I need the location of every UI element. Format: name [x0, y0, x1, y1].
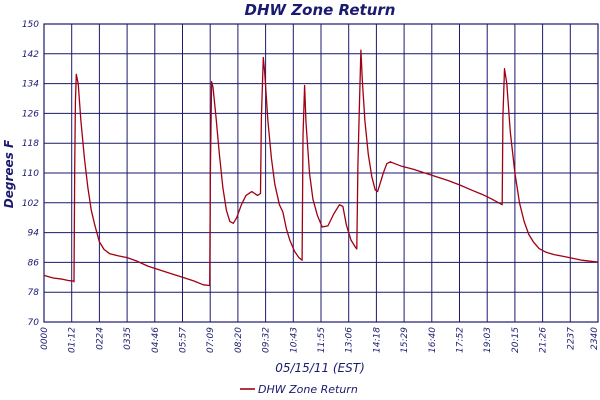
legend-label: DHW Zone Return [258, 383, 358, 396]
x-tick-label: 11:55 [317, 327, 327, 353]
x-tick-label: 05:57 [179, 327, 189, 353]
series-line [43, 49, 599, 287]
x-tick-label: 08:20 [234, 327, 244, 353]
y-tick-label: 110 [22, 169, 39, 179]
y-tick-label: 126 [22, 109, 39, 119]
x-tick-label: 09:32 [262, 327, 272, 353]
x-tick-label: 14:18 [372, 327, 382, 353]
x-tick-label: 0224 [95, 327, 105, 350]
x-tick-label: 21:26 [539, 327, 549, 353]
x-tick-label: 01:12 [68, 327, 78, 353]
x-tick-label: 10:43 [289, 327, 299, 353]
y-tick-label: 118 [22, 139, 39, 149]
y-tick-label: 134 [22, 80, 39, 90]
chart-title: DHW Zone Return [245, 1, 396, 19]
series-layer [43, 49, 599, 287]
x-tick-label: 07:09 [206, 327, 216, 353]
x-tick-label: 04:46 [151, 327, 161, 353]
x-tick-label: 16:40 [428, 327, 438, 353]
y-tick-label: 86 [28, 258, 40, 268]
x-tick-label: 0335 [123, 327, 133, 350]
x-tick-label: 0000 [40, 327, 50, 350]
legend: DHW Zone Return [240, 383, 358, 396]
x-tick-label: 19:03 [483, 327, 493, 353]
x-tick-label: 20:15 [511, 327, 521, 353]
y-axis-label: Degrees F [2, 139, 16, 208]
y-tick-label: 102 [22, 199, 39, 209]
x-axis-ticks: 0000 01:12 0224 0335 04:46 05:57 07:09 08:20 09:… [40, 327, 600, 353]
x-axis-label: 05/15/11 (EST) [275, 361, 365, 375]
y-axis-ticks: 70 78 86 94 102 110 118 126 134 142 150 [22, 20, 39, 328]
x-tick-label: 17:52 [456, 327, 466, 353]
y-tick-label: 94 [28, 229, 40, 239]
y-tick-label: 78 [28, 288, 40, 298]
plot-frame [43, 23, 599, 323]
x-tick-label: 2340 [590, 327, 600, 350]
y-tick-label: 142 [22, 50, 39, 60]
y-tick-label: 150 [22, 20, 39, 30]
x-tick-label: 2237 [566, 327, 576, 350]
y-tick-label: 70 [28, 318, 40, 328]
x-tick-label: 13:06 [345, 327, 355, 353]
x-tick-label: 15:29 [400, 327, 410, 353]
